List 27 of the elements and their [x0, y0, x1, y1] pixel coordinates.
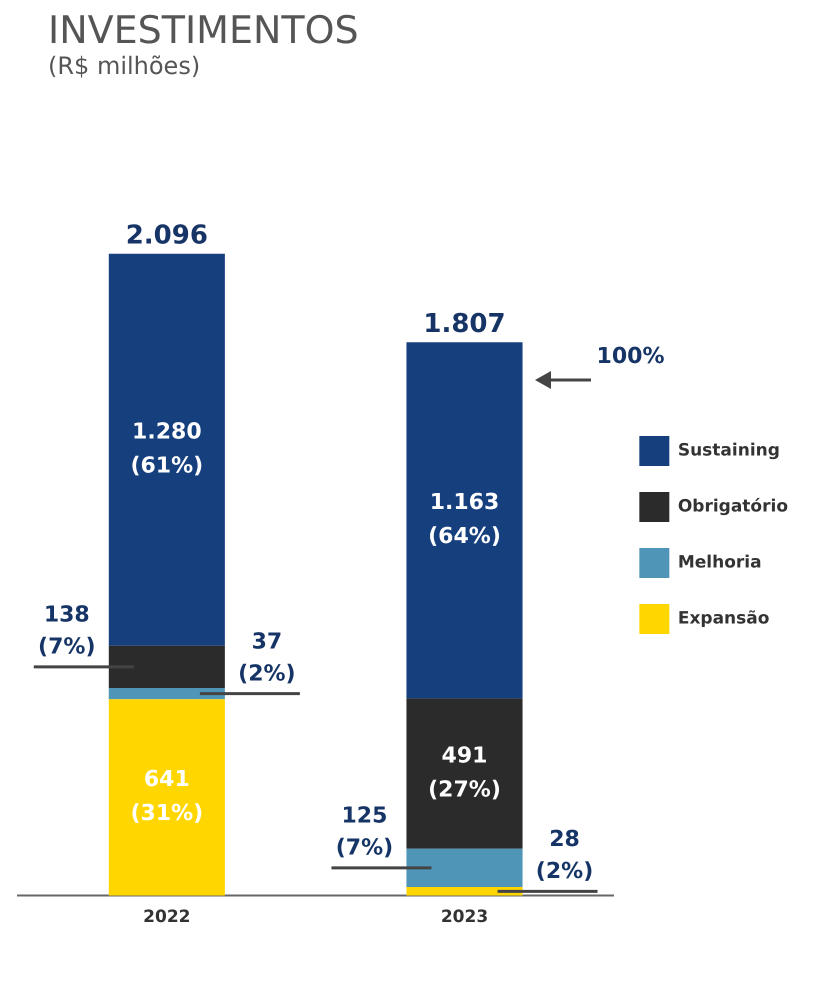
chart-subtitle: (R$ milhões)	[48, 52, 202, 80]
bar	[108, 646, 225, 688]
x-tick-label: 2022	[143, 907, 190, 928]
bar	[406, 848, 523, 888]
legend-label: Sustaining	[678, 440, 780, 460]
bar	[108, 699, 225, 896]
legend-label: Obrigatório	[678, 496, 788, 516]
data-label: 138 (7%)	[38, 602, 96, 660]
data-label: 1.163 (64%)	[428, 490, 501, 550]
legend-label: Melhoria	[678, 552, 762, 572]
bar	[406, 342, 523, 698]
total-label: 1.807	[423, 308, 506, 339]
annotation: 100%	[596, 344, 664, 370]
data-label: 1.280 (61%)	[130, 419, 204, 478]
x-tick-label: 2023	[440, 907, 488, 928]
legend-label: Expansão	[678, 608, 770, 628]
bar	[406, 698, 523, 849]
chart-title: INVESTIMENTOS	[48, 8, 360, 52]
total-label: 2.096	[126, 220, 208, 250]
data-label: 491 (27%)	[428, 743, 501, 802]
data-label: 28 (2%)	[536, 827, 594, 884]
data-label: 641 (31%)	[130, 767, 204, 826]
bar	[406, 887, 523, 896]
bar	[108, 688, 225, 700]
data-label: 37 (2%)	[238, 629, 296, 686]
bar	[108, 254, 225, 646]
data-label: 125 (7%)	[336, 804, 394, 861]
